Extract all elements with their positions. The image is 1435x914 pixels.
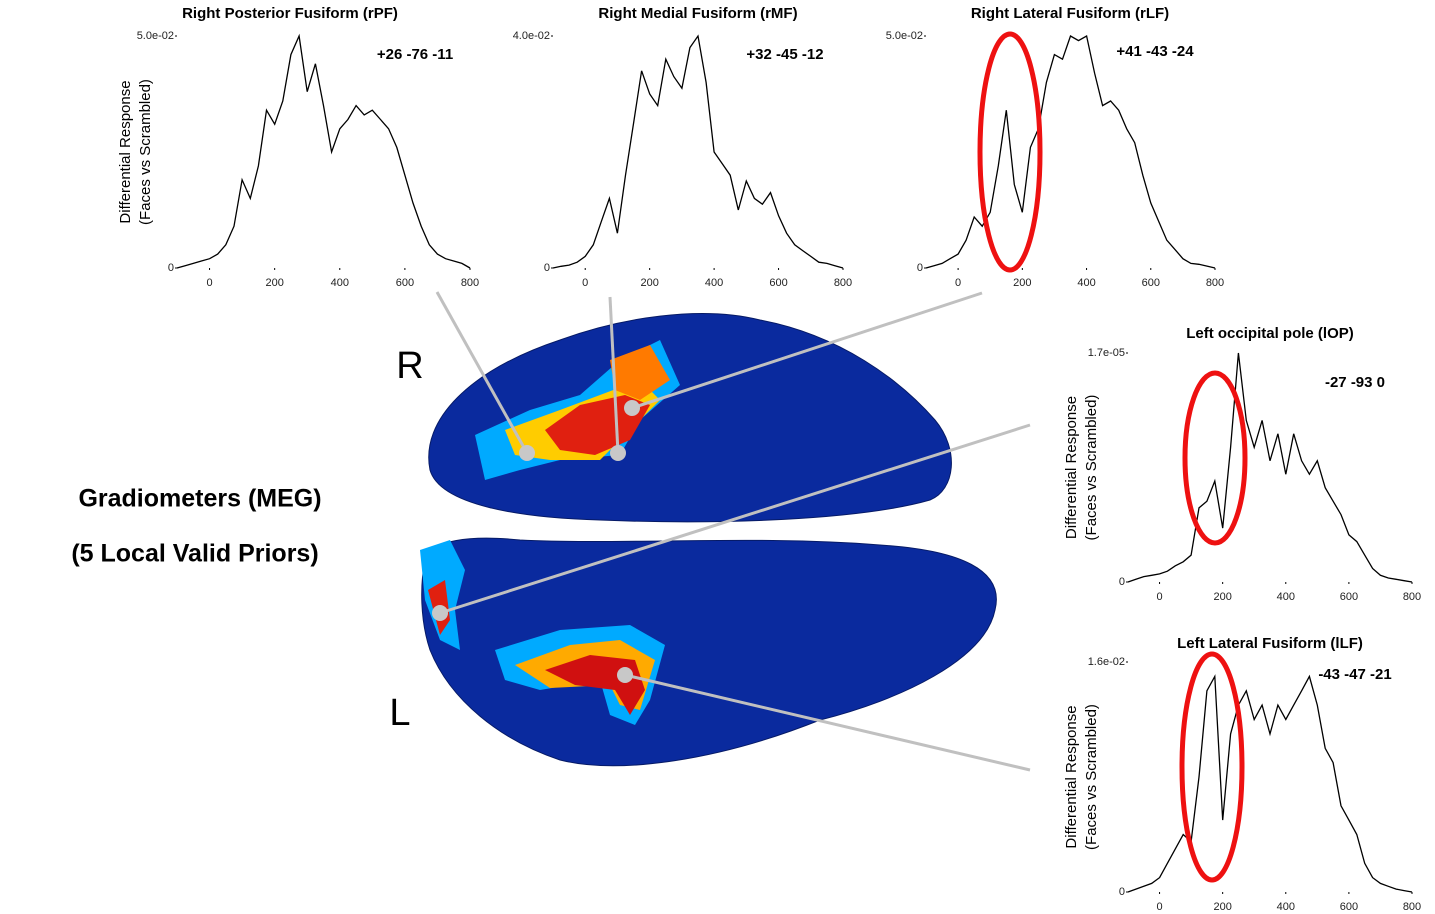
data-line [552,34,844,269]
x-tick-label: 200 [1213,591,1231,603]
line-chart: Right Posterior Fusiform (rPF) +26 -76 -1… [117,5,479,289]
source-dot [610,445,626,461]
y-tick-label: 1.6e-02 [1088,656,1125,668]
x-tick-label: 200 [1213,901,1231,913]
source-dot [432,605,448,621]
highlight-ellipse [1182,370,1248,546]
x-tick-label: 0 [1156,591,1162,603]
x-tick-label: 800 [461,277,479,289]
connector [439,423,1031,615]
annotation: +41 -43 -24 [1116,43,1194,60]
x-tick-label: 600 [396,277,414,289]
connector [435,291,529,454]
x-tick-label: 600 [1142,277,1160,289]
chart-title: Right Medial Fusiform (rMF) [598,5,797,22]
source-dot [519,445,535,461]
x-tick-label: 400 [1277,901,1295,913]
chart-title: Right Lateral Fusiform (rLF) [971,5,1169,22]
line-chart: Right Lateral Fusiform (rLF) +41 -43 -24 0… [886,5,1224,289]
y-axis-label: (Faces vs Scrambled) [1083,704,1100,850]
x-tick-label: 400 [1277,591,1295,603]
source-dots [432,400,640,683]
y-axis-label: Differential Response [117,80,134,223]
hemisphere-label: L [389,692,410,734]
line-chart: Right Medial Fusiform (rMF) +32 -45 -12 0 2… [513,5,852,289]
y-axis-label: (Faces vs Scrambled) [1083,395,1100,541]
x-tick-label: 800 [834,277,852,289]
figure-title: Gradiometers (MEG) [78,485,321,513]
highlight-ellipse [1179,651,1245,883]
data-line [176,33,471,269]
connector [608,296,620,454]
x-tick-label: 600 [1340,591,1358,603]
annotation: +26 -76 -11 [377,46,453,63]
chart-title: Right Posterior Fusiform (rPF) [182,5,398,22]
y-tick-label: 5.0e-02 [886,30,923,42]
x-tick-label: 400 [331,277,349,289]
y-tick-label: 0 [917,262,923,274]
annotation: +32 -45 -12 [746,46,823,63]
y-tick-label: 1.7e-05 [1088,347,1125,359]
chart-title: Left Lateral Fusiform (lLF) [1177,635,1363,652]
x-tick-label: 0 [206,277,212,289]
x-tick-label: 200 [265,277,283,289]
figure-subtitle: (5 Local Valid Priors) [71,540,318,568]
x-tick-label: 800 [1403,901,1421,913]
line-chart: Left occipital pole (lOP) -27 -93 0 Differ… [1063,325,1421,603]
y-tick-label: 0 [1119,576,1125,588]
brain [420,313,997,767]
hemisphere-label: R [396,345,423,387]
highlight-ellipse [977,31,1043,273]
connector [631,291,983,410]
data-line [1127,674,1413,893]
x-tick-label: 0 [955,277,961,289]
y-tick-label: 0 [544,262,550,274]
chart-title: Left occipital pole (lOP) [1186,325,1354,342]
x-tick-label: 800 [1206,277,1224,289]
connectors [435,291,1031,772]
x-tick-label: 400 [705,277,723,289]
annotation: -43 -47 -21 [1318,666,1391,683]
charts: Right Posterior Fusiform (rPF) +26 -76 -1… [117,5,1421,913]
source-dot [617,667,633,683]
x-tick-label: 600 [1340,901,1358,913]
x-tick-label: 400 [1077,277,1095,289]
x-tick-label: 200 [640,277,658,289]
y-tick-label: 0 [1119,886,1125,898]
y-axis-label: (Faces vs Scrambled) [137,79,154,225]
y-axis-label: Differential Response [1063,705,1080,848]
x-tick-label: 0 [1156,901,1162,913]
y-tick-label: 0 [168,262,174,274]
y-tick-label: 4.0e-02 [513,30,550,42]
data-line [925,34,1216,269]
x-tick-label: 0 [582,277,588,289]
line-chart: Left Lateral Fusiform (lLF) -43 -47 -21 Di… [1063,635,1421,913]
x-tick-label: 800 [1403,591,1421,603]
highlights [977,31,1248,883]
connector [624,673,1031,772]
annotation: -27 -93 0 [1325,374,1385,391]
x-tick-label: 600 [769,277,787,289]
data-line [1127,352,1413,583]
y-tick-label: 5.0e-02 [137,30,174,42]
source-dot [624,400,640,416]
y-axis-label: Differential Response [1063,396,1080,539]
x-tick-label: 200 [1013,277,1031,289]
